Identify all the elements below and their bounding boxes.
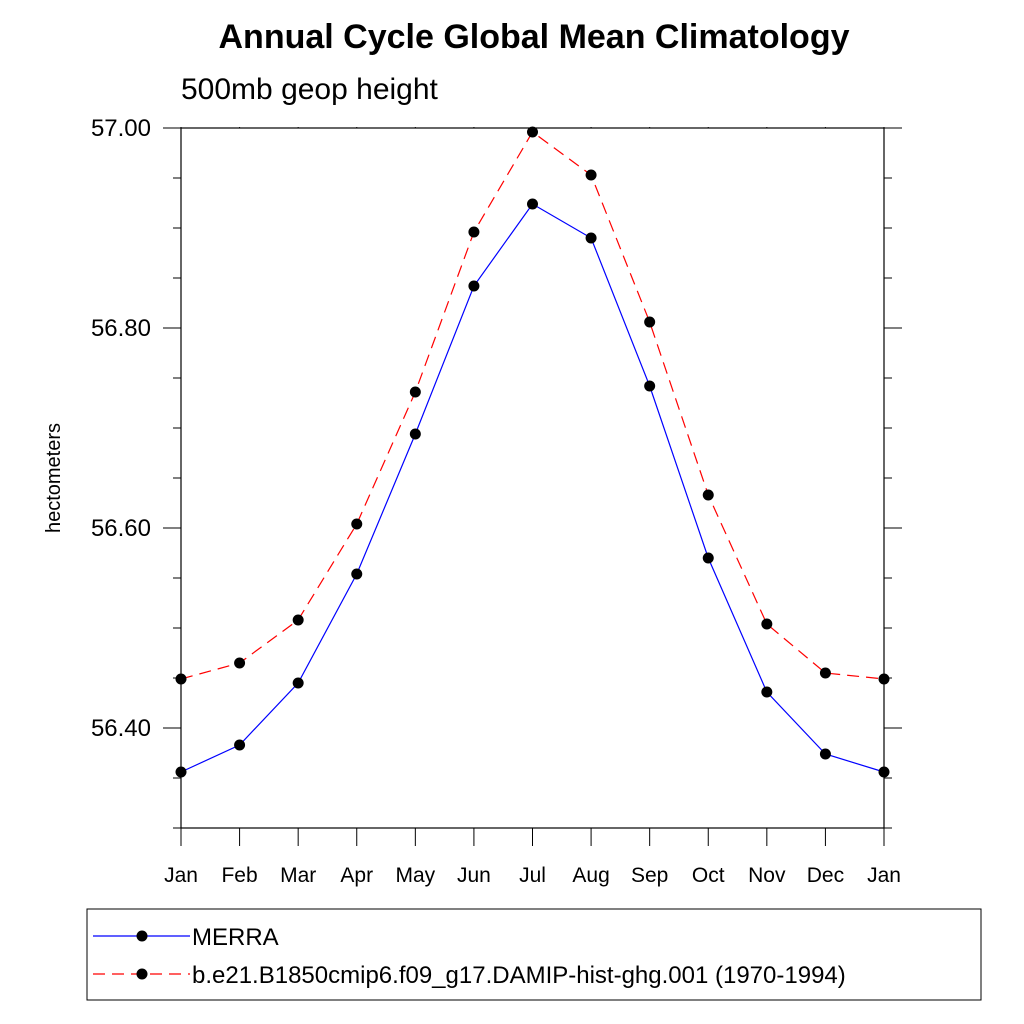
- x-tick-label: Nov: [748, 864, 786, 887]
- series-1-point: [409, 428, 421, 440]
- y-axis-label: hectometers: [43, 423, 65, 533]
- legend-entries: MERRA b.e21.B1850cmip6.f09_g17.DAMIP-hist…: [93, 924, 846, 989]
- x-tick-label: Feb: [221, 864, 257, 887]
- y-tick-label: 57.00: [91, 115, 151, 142]
- series-2-point: [409, 386, 421, 398]
- x-tick-label: Jul: [519, 864, 546, 887]
- series-line-2: [180, 131, 885, 680]
- series-1-point: [468, 280, 480, 292]
- chart-subtitle: 500mb geop height: [181, 73, 439, 106]
- series-2-point: [292, 614, 304, 626]
- x-tick-label: Apr: [340, 864, 373, 887]
- axes-layer: 56.40 56.60 56.80 57.00 Jan Feb Mar Apr May Jun Ju…: [91, 115, 902, 887]
- series-1-point: [351, 568, 363, 580]
- series-1-point: [175, 766, 187, 778]
- x-tick-label: Jun: [457, 864, 491, 887]
- series-2-point: [585, 169, 597, 181]
- series-1-point: [644, 380, 656, 392]
- y-tick-label: 56.80: [91, 315, 151, 342]
- x-tick-label: Dec: [807, 864, 844, 887]
- series-1-point: [761, 686, 773, 698]
- y-tick-label: 56.60: [91, 515, 151, 542]
- x-tick-label: Sep: [631, 864, 668, 887]
- legend-label-1: MERRA: [192, 924, 279, 951]
- series-2-point: [234, 657, 246, 669]
- series-2-point: [819, 667, 831, 679]
- series-2-point: [702, 489, 714, 501]
- series-line-1: [180, 203, 885, 773]
- series-2-point: [878, 673, 890, 685]
- y-tick-label: 56.40: [91, 715, 151, 742]
- series-2-point: [761, 618, 773, 630]
- x-tick-label: Jan: [164, 864, 198, 887]
- x-tick-label: Jan: [867, 864, 901, 887]
- x-tick-label: Aug: [572, 864, 609, 887]
- legend: MERRA b.e21.B1850cmip6.f09_g17.DAMIP-hist…: [86, 908, 982, 1001]
- x-tick-label: Oct: [692, 864, 725, 887]
- series-2-point: [644, 316, 656, 328]
- series-2-point: [351, 518, 363, 530]
- plot-frame: [180, 127, 885, 829]
- series-1-point: [527, 198, 538, 210]
- x-tick-label: Mar: [280, 864, 316, 887]
- series-1-point: [819, 748, 831, 760]
- series-2-point: [175, 673, 187, 685]
- series-1-point: [702, 552, 714, 564]
- series-1-point: [585, 232, 597, 244]
- series-1-point: [234, 739, 246, 751]
- series-1-point: [878, 766, 890, 778]
- series-layer: [175, 126, 890, 778]
- series-2-point: [468, 226, 480, 238]
- x-tick-label: May: [395, 864, 435, 887]
- series-1-point: [292, 677, 304, 689]
- series-2-point: [527, 126, 538, 138]
- legend-swatch-marker-2: [136, 968, 148, 980]
- legend-label-2: b.e21.B1850cmip6.f09_g17.DAMIP-hist-ghg.…: [192, 962, 846, 989]
- legend-swatch-marker-1: [136, 930, 148, 942]
- chart-title: Annual Cycle Global Mean Climatology: [219, 18, 850, 56]
- legend-box: [86, 908, 982, 1001]
